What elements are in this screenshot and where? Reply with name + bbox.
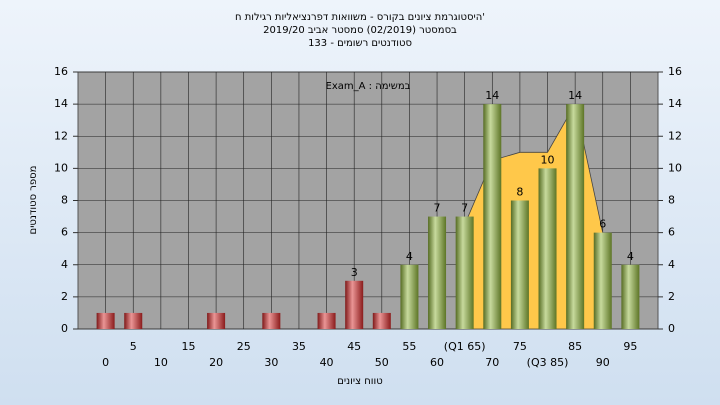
title-line: סטודנטים רשומים - 133 (308, 38, 412, 49)
bar (96, 312, 115, 329)
y2-tick-label: 6 (668, 226, 675, 239)
y2-tick-label: 2 (668, 290, 675, 303)
x-tick-label: 60 (430, 356, 444, 369)
bar (428, 216, 447, 329)
x-tick-label: 10 (154, 356, 168, 369)
y-tick-label: 0 (61, 322, 68, 335)
y-tick-label: 2 (61, 290, 68, 303)
y-tick-label: 12 (54, 129, 68, 142)
x-tick-label: 85 (568, 340, 582, 353)
bar (510, 200, 529, 329)
y2-tick-label: 4 (668, 258, 675, 271)
value-label: 14 (568, 89, 582, 102)
value-label: 3 (351, 266, 358, 279)
x-tick-label: 45 (347, 340, 361, 353)
bar (317, 312, 336, 329)
value-label: 8 (516, 186, 523, 199)
bar (566, 104, 585, 329)
x-tick-label: 75 (513, 340, 527, 353)
x-tick-label: 15 (181, 340, 195, 353)
x-tick-label: 0 (102, 356, 109, 369)
value-label: 6 (599, 218, 606, 231)
bar (124, 312, 143, 329)
y-tick-label: 8 (61, 194, 68, 207)
x-tick-label: 25 (237, 340, 251, 353)
value-label: 10 (541, 153, 555, 166)
value-label: 7 (434, 202, 441, 215)
bar (262, 312, 281, 329)
y2-tick-label: 12 (668, 129, 682, 142)
bar (345, 280, 364, 329)
x-tick-label: 20 (209, 356, 223, 369)
y-tick-label: 4 (61, 258, 68, 271)
y-tick-label: 14 (54, 97, 68, 110)
x-tick-label: 40 (320, 356, 334, 369)
x-tick-label: 90 (596, 356, 610, 369)
bar (621, 264, 640, 329)
y-tick-label: 10 (54, 161, 68, 174)
bar (538, 168, 557, 329)
value-label: 4 (406, 250, 413, 263)
x-tick-label: (Q3 85) (527, 356, 569, 369)
y2-tick-label: 8 (668, 194, 675, 207)
x-tick-label: 35 (292, 340, 306, 353)
bar (455, 216, 474, 329)
x-axis-label: טווח ציונים (337, 376, 382, 387)
y2-tick-label: 14 (668, 97, 682, 110)
y2-tick-label: 16 (668, 65, 682, 78)
bar (483, 104, 502, 329)
x-tick-label: 30 (264, 356, 278, 369)
x-tick-label: 95 (623, 340, 637, 353)
x-tick-label: 5 (130, 340, 137, 353)
y2-tick-label: 0 (668, 322, 675, 335)
bar (372, 312, 391, 329)
title-line: בסמסטר (02/2019) סמסטר אביב 2019/20 (263, 25, 457, 36)
value-label: 14 (485, 89, 499, 102)
x-tick-label: 70 (485, 356, 499, 369)
annotation: Exam_A : במשימה (326, 81, 411, 92)
x-tick-label: (Q1 65) (444, 340, 486, 353)
y-tick-label: 6 (61, 226, 68, 239)
title-line: היסטוגרמת ציונים בקורס - משוואות דפרנציא… (235, 12, 485, 23)
value-label: 4 (627, 250, 634, 263)
bar (593, 232, 612, 329)
value-label: 7 (461, 202, 468, 215)
x-tick-label: 55 (402, 340, 416, 353)
y-tick-label: 16 (54, 65, 68, 78)
x-tick-label: 50 (375, 356, 389, 369)
bar (207, 312, 226, 329)
bar (400, 264, 419, 329)
y2-tick-label: 10 (668, 161, 682, 174)
y-axis-label: מספר סטודנטים (28, 166, 39, 235)
